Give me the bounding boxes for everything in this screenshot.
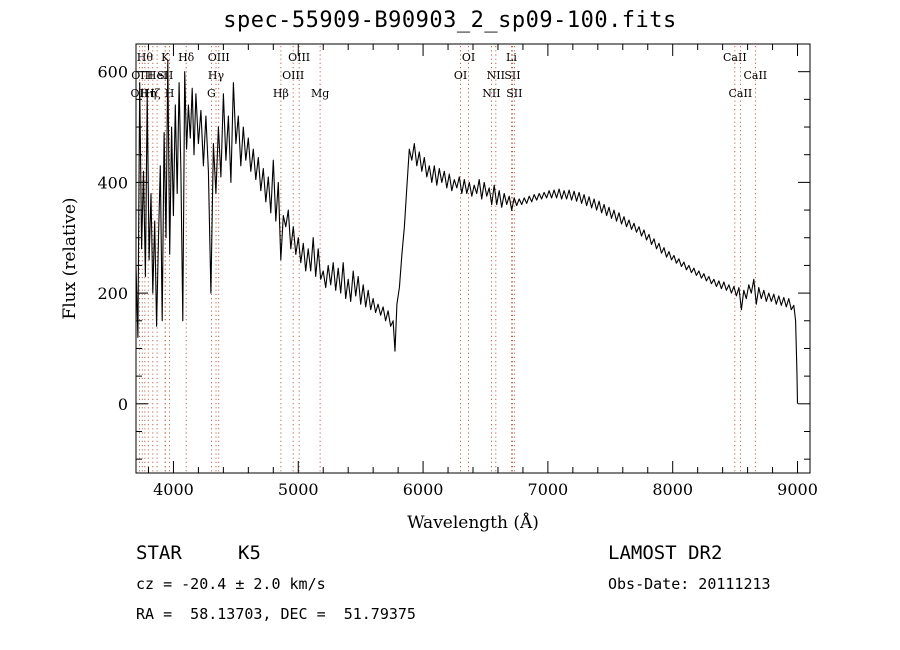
spectral-line-label: G (207, 87, 216, 100)
spectral-line-label: SII (504, 69, 520, 82)
spectral-line-label: Mg (311, 87, 329, 100)
survey-name: LAMOST DR2 (608, 542, 723, 564)
x-axis-label: Wavelength (Å) (407, 512, 539, 533)
spectrum-line (135, 60, 799, 404)
spectral-line-label: H (165, 87, 175, 100)
y-tick-label: 200 (97, 284, 128, 303)
spectral-line-label: SII (506, 87, 522, 100)
y-axis-label: Flux (relative) (60, 197, 80, 319)
spectral-line-label: NII (482, 87, 500, 100)
spectral-line-label: K (161, 51, 170, 64)
spectral-line-label: CaII (729, 87, 753, 100)
spectral-line-label: CaII (743, 69, 767, 82)
x-tick-label: 8000 (652, 480, 693, 499)
x-tick-label: 4000 (153, 480, 194, 499)
object-subclass: K5 (238, 542, 261, 564)
coordinates: RA = 58.13703, DEC = 51.79375 (136, 605, 416, 623)
x-tick-label: 6000 (403, 480, 444, 499)
spectral-line-label: SII (157, 69, 173, 82)
spectral-line-label: Hθ (137, 51, 154, 64)
x-tick-label: 9000 (777, 480, 818, 499)
axes: 4000 5000 6000 7000 8000 9000 0 200 400 600 (97, 44, 818, 499)
object-class: STAR (136, 542, 182, 564)
spectrum-series (135, 60, 799, 404)
spectral-line-label: OIII (288, 51, 310, 64)
spectral-line-label: OIII (208, 51, 230, 64)
x-tick-label: 5000 (278, 480, 319, 499)
spectral-line-label: Li (506, 51, 517, 64)
spectral-line-label: NII (487, 69, 505, 82)
spectral-line-label: HeI (147, 69, 167, 82)
spectral-line-label: OIII (282, 69, 304, 82)
spectral-line-label: CaII (723, 51, 747, 64)
spectral-line-label: OI (454, 69, 467, 82)
spectral-line-markers: OIIOIIIHθHηHζHeIKSIIHHδGHγOIIIHβOIIIOIII… (131, 46, 767, 473)
spectral-line-label: Hη (140, 87, 156, 100)
observation-date: Obs-Date: 20111213 (608, 575, 771, 593)
plot-frame (135, 43, 811, 474)
x-tick-label: 7000 (528, 480, 569, 499)
spectral-line-label: OIII (131, 69, 153, 82)
y-tick-label: 400 (97, 173, 128, 192)
spectral-line-label: Hβ (273, 87, 289, 100)
redshift-velocity: cz = -20.4 ± 2.0 km/s (136, 575, 326, 593)
y-tick-label: 0 (118, 395, 128, 414)
y-tick-label: 600 (97, 63, 128, 82)
spectral-line-label: OI (462, 51, 475, 64)
spectral-line-label: Hδ (178, 51, 195, 64)
chart-title: spec-55909-B90903_2_sp09-100.fits (223, 8, 677, 33)
spectral-line-label: Hγ (208, 69, 225, 82)
